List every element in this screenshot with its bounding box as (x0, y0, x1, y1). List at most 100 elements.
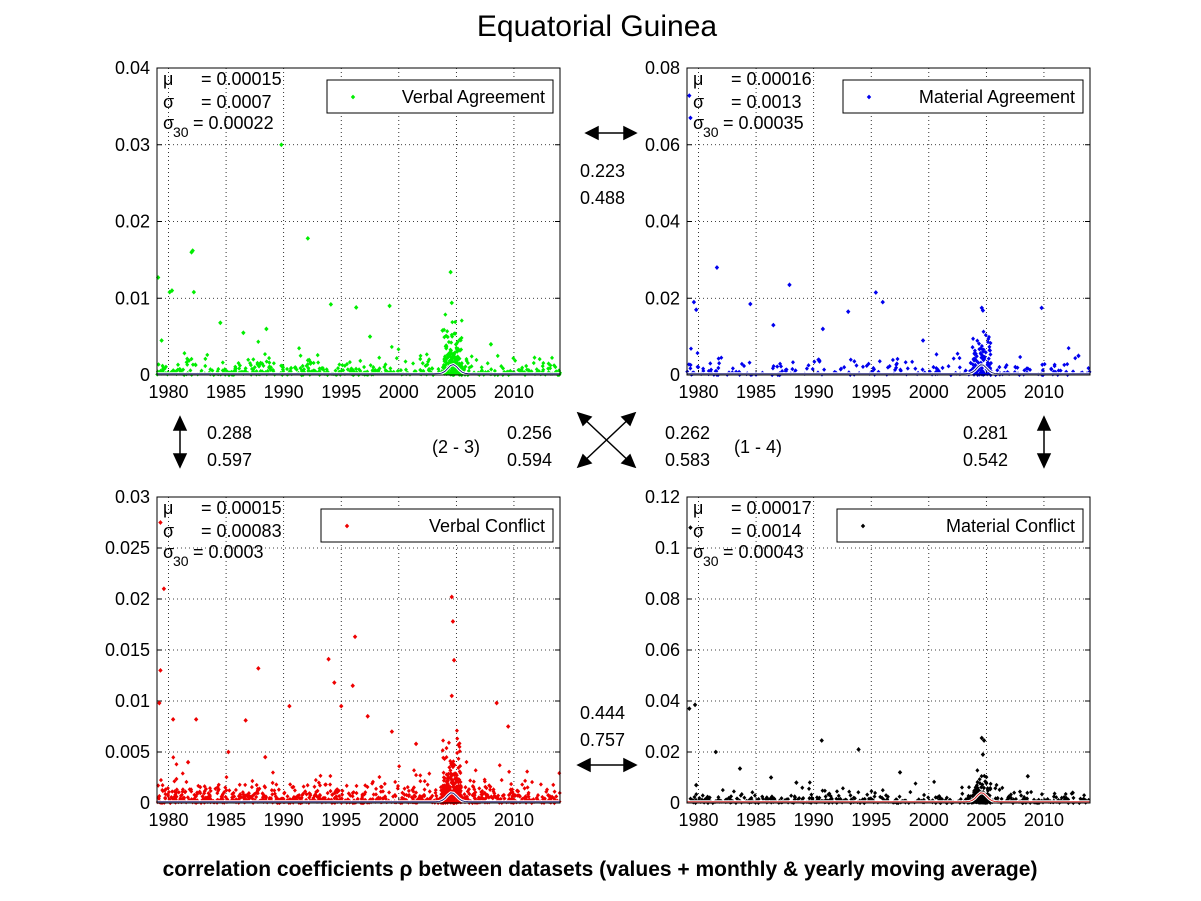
material-conflict-data-point (980, 782, 985, 787)
verbal-conflict-data-point (350, 794, 355, 799)
verbal-conflict-data-point (337, 793, 342, 799)
verbal-conflict-data-point (223, 785, 228, 790)
verbal-conflict-data-point (430, 793, 435, 799)
material-conflict-data-point (967, 796, 972, 802)
verbal-conflict-x-tick-label: 1980 (148, 810, 188, 830)
verbal-agreement-data-point (349, 366, 354, 371)
material-conflict-data-point (959, 785, 964, 790)
verbal-conflict-data-point (176, 790, 181, 795)
material-conflict-monthly-average (687, 792, 1090, 803)
verbal-conflict-data-point (198, 784, 203, 790)
verbal-agreement-data-point (263, 351, 268, 357)
verbal-agreement-data-point (347, 359, 352, 365)
verbal-conflict-data-point (551, 796, 556, 801)
verbal-conflict-data-point (488, 787, 493, 792)
material-agreement-data-point (742, 363, 747, 369)
verbal-agreement-data-point (550, 355, 555, 361)
material-conflict-data-point (807, 786, 812, 791)
material-agreement-data-point (986, 339, 991, 345)
material-agreement-data-point (972, 356, 977, 361)
verbal-agreement-data-point (411, 361, 416, 366)
verbal-conflict-data-point (201, 797, 206, 803)
verbal-conflict-data-point (173, 792, 178, 797)
material-conflict-data-point (1012, 790, 1017, 795)
verbal-conflict-outlier-point (193, 716, 199, 722)
verbal-conflict-outlier-point (287, 703, 292, 709)
verbal-agreement-data-point (345, 361, 350, 367)
material-agreement-data-point (890, 357, 895, 363)
material-conflict-data-point (880, 788, 885, 793)
verbal-conflict-data-point (441, 738, 446, 743)
material-agreement-data-point (951, 356, 956, 361)
verbal-conflict-data-point (458, 788, 463, 794)
material-agreement-data-point (719, 355, 724, 360)
verbal-conflict-data-point (441, 770, 446, 775)
verbal-agreement-data-point (292, 365, 297, 370)
material-conflict-stat-mu-label: μ (693, 498, 703, 518)
verbal-conflict-data-point (227, 788, 232, 793)
material-agreement-data-point (822, 367, 827, 372)
material-conflict-data-point (1008, 795, 1013, 800)
verbal-conflict-data-point (458, 763, 463, 769)
panel-material-agreement: 0 0.02 0.04 0.06 0.08 1980 1985 1990 1995 2000 200… (645, 58, 1092, 402)
verbal-conflict-data-point (454, 786, 459, 791)
material-conflict-outlier-point (979, 735, 984, 741)
material-agreement-data-point (806, 363, 811, 368)
verbal-conflict-data-point (416, 796, 421, 801)
arrow-top-horizontal (584, 125, 638, 141)
verbal-agreement-data-point (457, 356, 462, 361)
material-conflict-data-point (1000, 785, 1005, 791)
verbal-conflict-data-point (523, 795, 528, 800)
verbal-conflict-x-tick-label: 1990 (264, 810, 304, 830)
corr-top-value-1: 0.223 (580, 161, 625, 181)
verbal-agreement-data-point (520, 365, 525, 370)
verbal-conflict-data-point (412, 768, 417, 773)
verbal-conflict-data-point (300, 792, 305, 798)
verbal-agreement-data-point (362, 364, 367, 370)
verbal-conflict-y-tick-label: 0 (140, 793, 150, 813)
material-agreement-y-tick-label: 0.06 (645, 135, 680, 155)
verbal-conflict-outlier-point (389, 729, 395, 734)
material-agreement-data-point (983, 332, 988, 338)
verbal-agreement-outlier-point (353, 305, 359, 310)
verbal-agreement-outlier-point (169, 288, 175, 293)
verbal-conflict-data-point (158, 777, 163, 783)
verbal-agreement-data-point (203, 356, 208, 362)
verbal-conflict-data-point (427, 771, 432, 776)
verbal-conflict-data-point (305, 783, 310, 788)
verbal-conflict-data-point (165, 785, 170, 791)
verbal-agreement-data-point (552, 363, 557, 368)
verbal-agreement-data-point (193, 362, 198, 368)
verbal-conflict-data-point (208, 788, 213, 794)
material-conflict-outlier-point (687, 706, 692, 712)
material-agreement-stat-sigma-label: σ (693, 92, 704, 112)
verbal-conflict-data-point (185, 795, 190, 800)
material-agreement-x-tick-label: 1990 (794, 382, 834, 402)
material-conflict-data-point (735, 796, 740, 801)
verbal-agreement-outlier-point (191, 289, 197, 295)
verbal-conflict-data-point (403, 797, 408, 803)
verbal-conflict-data-point (276, 787, 281, 792)
material-conflict-data-point (937, 793, 942, 799)
verbal-conflict-data-point (272, 791, 277, 796)
verbal-conflict-data-point (414, 772, 419, 778)
verbal-agreement-data-point (289, 365, 294, 371)
verbal-agreement-data-point (424, 352, 429, 357)
verbal-conflict-data-point (380, 789, 385, 794)
verbal-agreement-data-point (301, 367, 306, 372)
material-conflict-data-point (872, 794, 877, 799)
verbal-agreement-data-point (513, 358, 518, 363)
material-conflict-data-point (704, 796, 709, 801)
verbal-agreement-data-point (459, 318, 464, 323)
verbal-conflict-data-point (238, 794, 243, 799)
verbal-agreement-data-point (489, 367, 494, 372)
material-agreement-data-point (1018, 354, 1023, 360)
verbal-agreement-stat-sigma30-label: σ (163, 113, 174, 133)
material-conflict-outlier-point (981, 738, 987, 743)
material-conflict-x-tick-label: 2005 (966, 810, 1006, 830)
verbal-agreement-x-tick-label: 1980 (148, 382, 188, 402)
verbal-agreement-data-point (495, 353, 500, 359)
verbal-agreement-data-point (382, 364, 387, 370)
material-conflict-data-point (1078, 796, 1083, 801)
